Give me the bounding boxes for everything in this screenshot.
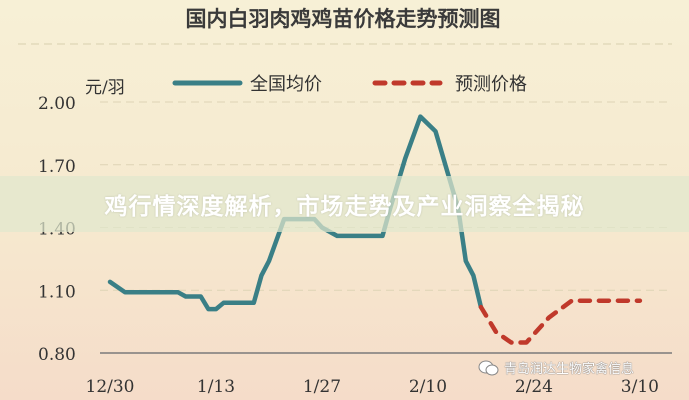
x-tick-label: 1/27 xyxy=(303,377,341,397)
legend-label-series-2: 预测价格 xyxy=(455,74,527,95)
series-line-2 xyxy=(478,298,643,345)
watermark: 青岛润达生物家禽信息 xyxy=(478,358,634,377)
headline-banner: 鸡行情深度解析，市场走势及产业洞察全揭秘 xyxy=(0,176,689,232)
chart-title: 国内白羽肉鸡鸡苗价格走势预测图 xyxy=(186,6,501,31)
watermark-text: 青岛润达生物家禽信息 xyxy=(504,362,635,377)
legend-label-series-1: 全国均价 xyxy=(250,74,322,95)
y-tick-label: 0.80 xyxy=(38,345,76,365)
x-tick-label: 12/30 xyxy=(86,377,135,397)
x-tick-label: 1/13 xyxy=(197,377,235,397)
x-tick-label: 2/24 xyxy=(515,377,553,397)
wechat-icon xyxy=(478,360,499,375)
y-axis-label: 元/羽 xyxy=(85,78,125,98)
legend: 全国均价 预测价格 xyxy=(172,74,527,95)
y-tick-label: 1.10 xyxy=(38,282,76,302)
x-tick-label: 3/10 xyxy=(621,377,659,397)
y-tick-label: 2.00 xyxy=(38,94,76,114)
y-tick-label: 1.70 xyxy=(38,157,76,177)
headline-text: 鸡行情深度解析，市场走势及产业洞察全揭秘 xyxy=(104,194,585,220)
x-tick-label: 2/10 xyxy=(409,377,447,397)
